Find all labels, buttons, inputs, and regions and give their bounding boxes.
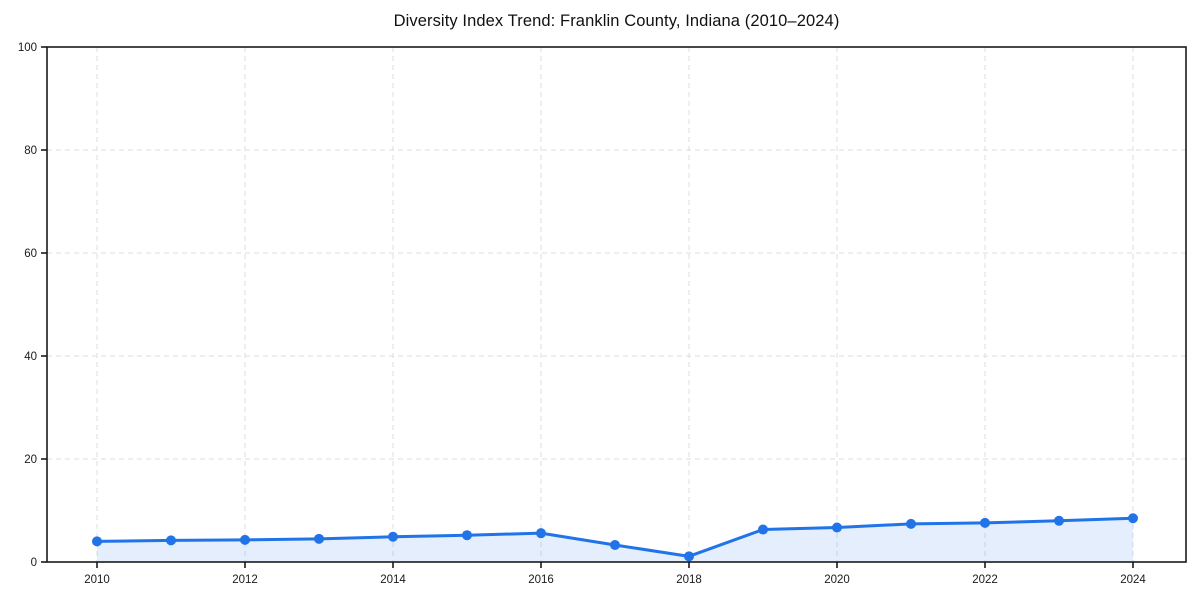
y-tick-label: 0	[31, 557, 37, 569]
data-point-2013	[314, 533, 324, 544]
y-tick-label: 40	[24, 351, 37, 363]
data-point-2022	[980, 517, 990, 528]
data-point-2014	[388, 531, 398, 542]
data-point-2015	[462, 530, 472, 541]
x-tick-label: 2012	[232, 574, 258, 586]
chart-title: Diversity Index Trend: Franklin County, …	[393, 12, 840, 30]
data-point-2018	[684, 551, 694, 562]
data-point-2010	[92, 536, 102, 547]
y-tick-label: 60	[24, 248, 37, 260]
area-fill	[97, 518, 1133, 562]
data-point-2021	[906, 518, 916, 529]
data-point-2012	[240, 534, 250, 545]
data-point-2011	[166, 535, 176, 546]
x-tick-label: 2014	[380, 574, 406, 586]
x-tick-label: 2016	[528, 574, 554, 586]
y-tick-label: 20	[24, 454, 37, 466]
data-point-2020	[832, 522, 842, 533]
plot-border	[46, 46, 1187, 563]
x-tick-label: 2018	[676, 574, 702, 586]
x-tick-label: 2022	[972, 574, 998, 586]
x-tick-label: 2024	[1120, 574, 1146, 586]
x-tick-label: 2010	[84, 574, 110, 586]
data-point-2016	[536, 528, 546, 539]
y-tick-label: 100	[18, 42, 37, 54]
data-point-2024	[1128, 513, 1138, 524]
data-point-2017	[610, 540, 620, 551]
y-tick-label: 80	[24, 145, 37, 157]
data-point-2023	[1054, 515, 1064, 526]
data-point-2019	[758, 524, 768, 535]
x-tick-label: 2020	[824, 574, 850, 586]
